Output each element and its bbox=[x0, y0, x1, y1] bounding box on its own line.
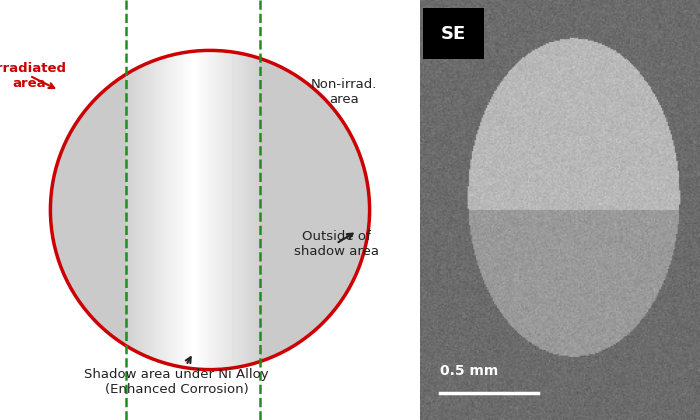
Text: Shadow area under Ni Alloy
(Enhanced Corrosion): Shadow area under Ni Alloy (Enhanced Cor… bbox=[84, 357, 269, 396]
Text: Non-irrad.
area: Non-irrad. area bbox=[312, 79, 377, 106]
FancyBboxPatch shape bbox=[423, 8, 484, 59]
Text: Irradiated
area: Irradiated area bbox=[0, 62, 67, 89]
Text: 0.5 mm: 0.5 mm bbox=[440, 364, 498, 378]
Text: SE: SE bbox=[441, 25, 466, 42]
Text: Outside of
shadow area: Outside of shadow area bbox=[293, 230, 379, 257]
Polygon shape bbox=[50, 50, 370, 370]
